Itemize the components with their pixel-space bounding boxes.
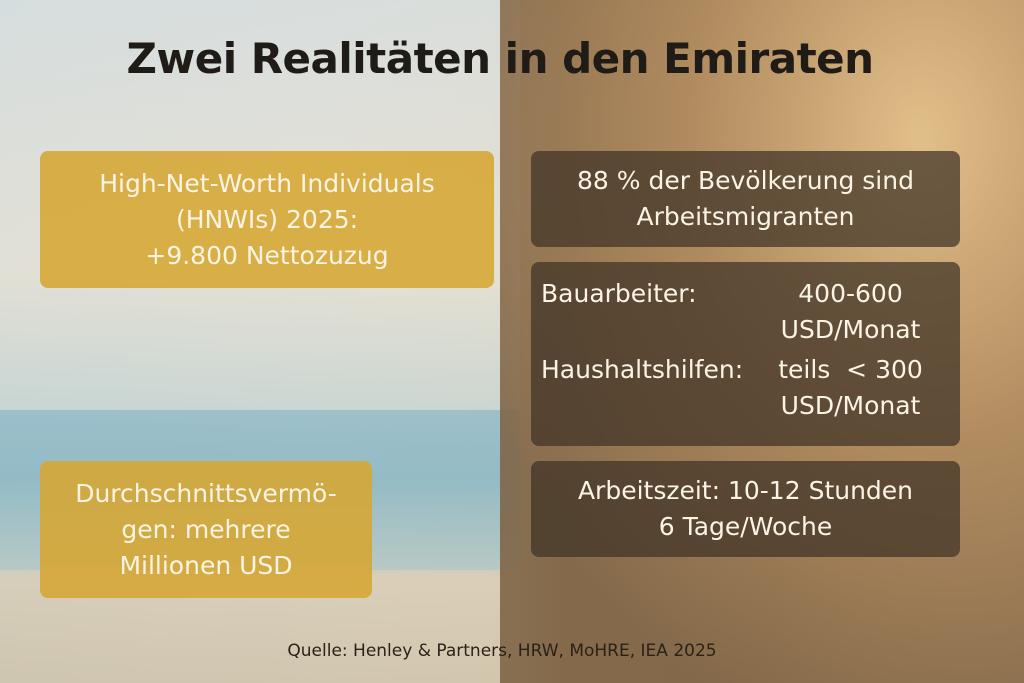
source-caption: Quelle: Henley & Partners, HRW, MoHRE, I… [287,641,717,661]
page-title: Zwei Realitäten in den Emiraten [126,34,874,83]
wealth-line: Durchschnittsvermö- [75,478,337,508]
wage-unit: USD/Monat [780,315,921,344]
hnwi-box: High-Net-Worth Individuals (HNWIs) 2025:… [40,151,494,288]
hours-line: 6 Tage/Woche [658,512,833,541]
hnwi-line: (HNWIs) 2025: [175,204,359,234]
migrants-box: 88 % der Bevölkerung sind Arbeitsmigrant… [531,151,960,247]
wage-row-domestic: Haushaltshilfen: teils < 300 USD/Monat [541,352,950,424]
wage-value: teils < 300 [778,355,923,384]
hours-box: Arbeitszeit: 10-12 Stunden 6 Tage/Woche [531,461,960,557]
wage-row-construction: Bauarbeiter: 400-600 USD/Monat [541,276,950,348]
migrants-line: Arbeitsmigranten [636,202,855,231]
wage-label: Haushaltshilfen: [541,355,744,384]
wealth-line: Millionen USD [119,550,293,580]
wealth-line: gen: mehrere [121,514,291,544]
wage-value: 400-600 [798,279,903,308]
hnwi-line: +9.800 Nettozuzug [145,240,389,270]
wage-unit: USD/Monat [780,391,921,420]
migrants-line: 88 % der Bevölkerung sind [577,166,914,195]
hours-line: Arbeitszeit: 10-12 Stunden [577,476,914,505]
wage-label: Bauarbeiter: [541,279,697,308]
wealth-box: Durchschnittsvermö- gen: mehrere Million… [40,461,372,598]
wages-box: Bauarbeiter: 400-600 USD/Monat Haushalts… [531,262,960,446]
hnwi-line: High-Net-Worth Individuals [99,168,435,198]
